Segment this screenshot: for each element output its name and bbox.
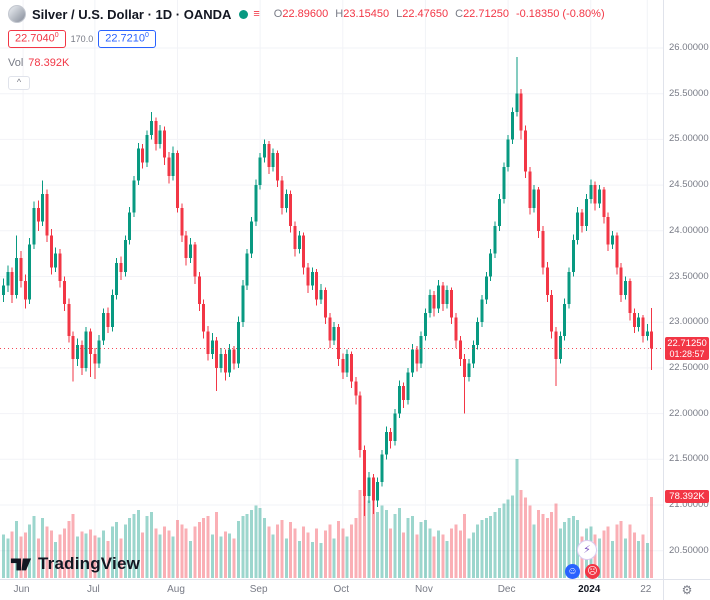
tradingview-logo-text: TradingView xyxy=(38,554,141,573)
sell-button[interactable]: 22.70400 xyxy=(8,30,66,48)
price-tick-label: 24.00000 xyxy=(669,224,709,236)
current-price-value: 22.71250 xyxy=(667,338,707,350)
price-tick-label: 23.00000 xyxy=(669,316,709,328)
price-tick-label: 21.50000 xyxy=(669,453,709,465)
ohlc-legend: O22.89600 H23.15450 L22.47650 C22.71250 … xyxy=(274,8,605,20)
smiley-reaction-button[interactable]: ☺ xyxy=(565,564,580,579)
buy-button[interactable]: 22.72100 xyxy=(98,30,156,48)
low-value: 22.47650 xyxy=(402,8,449,20)
time-tick-label: Jul xyxy=(86,584,100,595)
time-axis[interactable]: Jun Jul Aug Sep Oct Nov Dec 2024 22 xyxy=(0,579,663,600)
time-tick-label: Sep xyxy=(249,584,268,595)
open-label: O xyxy=(273,8,283,20)
price-tick-label: 25.50000 xyxy=(669,87,709,99)
price-tick-label: 22.50000 xyxy=(669,361,709,373)
symbol-icon[interactable] xyxy=(8,5,26,23)
change-value: -0.18350 (-0.80%) xyxy=(515,8,605,20)
quick-menu-icon[interactable]: ≡ xyxy=(253,7,260,20)
price-tick-label: 22.00000 xyxy=(669,407,709,419)
time-tick-label: Jun xyxy=(13,584,30,595)
volume-legend: Vol 78.392K xyxy=(8,57,605,69)
volume-value: 78.392K xyxy=(28,56,70,69)
price-tick-label: 23.50000 xyxy=(669,270,709,282)
price-tick-label: 24.50000 xyxy=(669,179,709,191)
open-value: 22.89600 xyxy=(282,8,329,20)
frown-reaction-button[interactable]: ☹ xyxy=(585,564,600,579)
spread-value: 170.0 xyxy=(70,33,94,44)
current-price-badge: 22.71250 01:28:57 xyxy=(665,337,709,361)
tradingview-logo[interactable]: TradingView xyxy=(10,553,140,575)
price-axis[interactable]: 22.71250 01:28:57 78.392K 26.00000 25.500… xyxy=(663,0,710,579)
time-tick-label: Nov xyxy=(415,584,433,595)
candlestick-chart[interactable]: Silver / U.S. Dollar · 1D · OANDA ≡ O22.… xyxy=(0,0,663,579)
price-tick-label: 20.50000 xyxy=(669,544,709,556)
gear-icon[interactable]: ⚙ xyxy=(681,583,693,597)
volume-axis-badge: 78.392K xyxy=(665,490,709,504)
price-tick-label: 26.00000 xyxy=(669,42,709,53)
time-tick-label: 22 xyxy=(640,584,652,595)
tradingview-logomark-icon xyxy=(10,558,32,571)
high-label: H xyxy=(335,8,344,20)
axis-corner: ⚙ xyxy=(663,579,710,600)
market-status-icon[interactable] xyxy=(239,9,249,19)
high-value: 23.15450 xyxy=(343,8,390,20)
volume-label: Vol xyxy=(8,56,24,69)
collapse-legend-button[interactable]: ^ xyxy=(8,75,30,90)
price-tick-label: 21.00000 xyxy=(669,499,709,510)
time-tick-label: Dec xyxy=(497,584,516,595)
close-value: 22.71250 xyxy=(463,8,509,20)
chart-legend: Silver / U.S. Dollar · 1D · OANDA ≡ O22.… xyxy=(8,5,605,90)
time-tick-label: Aug xyxy=(167,584,185,595)
chart-canvas[interactable] xyxy=(0,0,663,579)
low-label: L xyxy=(396,8,403,20)
symbol-title[interactable]: Silver / U.S. Dollar · 1D · OANDA xyxy=(32,6,232,22)
time-tick-label: 2024 xyxy=(578,584,601,595)
bar-countdown: 01:28:57 xyxy=(669,349,705,360)
quick-actions: ⚡ ☺ ☹ xyxy=(565,540,609,579)
lightning-button[interactable]: ⚡ xyxy=(577,540,597,560)
price-tick-label: 25.00000 xyxy=(669,133,709,145)
time-tick-label: Oct xyxy=(333,584,350,595)
close-label: C xyxy=(455,8,464,20)
